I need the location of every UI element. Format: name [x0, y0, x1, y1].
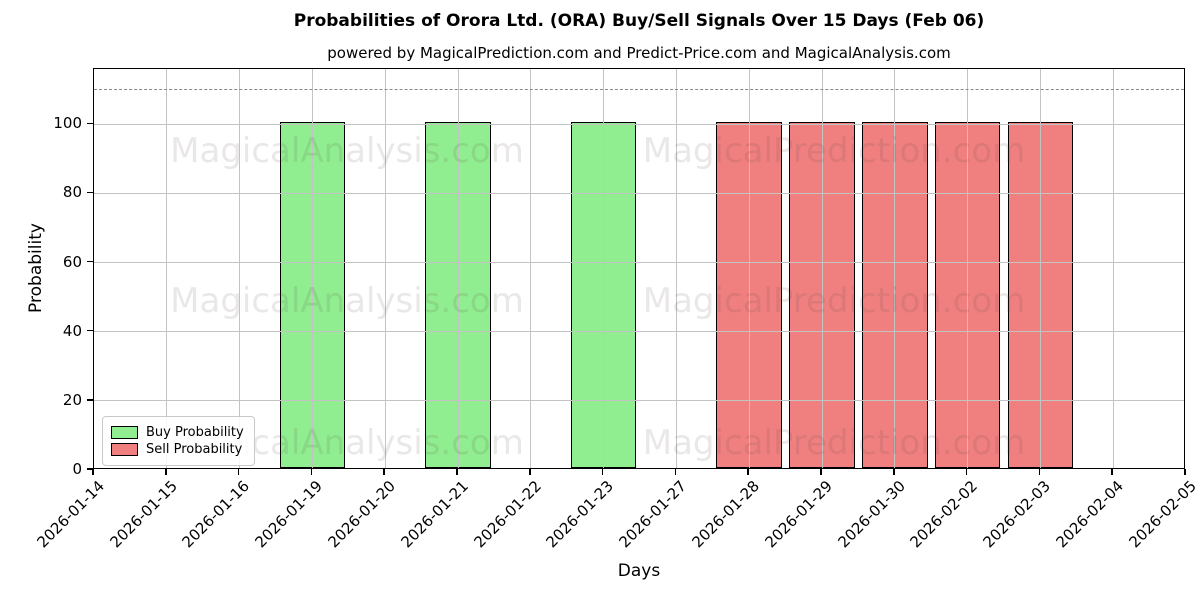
x-tick-label: 2026-01-21 [397, 477, 472, 552]
y-axis-tick [87, 329, 93, 332]
y-axis-tick [87, 122, 93, 125]
sell-swatch-icon [111, 443, 138, 456]
x-tick-label: 2026-01-28 [688, 477, 763, 552]
buy-swatch-icon [111, 426, 138, 439]
y-tick-label: 60 [62, 252, 82, 271]
plot-area: MagicalAnalysis.comMagicalPrediction.com… [93, 68, 1185, 469]
y-axis-label: Probability [26, 223, 46, 313]
gridline-v [166, 69, 168, 468]
x-axis-tick [529, 469, 531, 475]
legend-label-buy: Buy Probability [146, 425, 244, 440]
gridline-v [894, 69, 896, 468]
x-axis-tick [965, 469, 968, 475]
y-tick-label: 40 [62, 321, 82, 340]
gridline-v [457, 69, 459, 468]
gridline-v [748, 69, 750, 468]
gridline-h [94, 262, 1184, 264]
x-tick-label: 2026-01-14 [33, 477, 108, 552]
gridline-h [94, 331, 1184, 333]
y-axis-tick [87, 191, 93, 194]
x-axis-tick [820, 469, 822, 475]
gridline-v [239, 69, 241, 468]
x-tick-label: 2026-01-15 [106, 477, 181, 552]
legend-row-sell: Sell Probability [111, 442, 244, 457]
x-axis-tick [747, 469, 749, 475]
x-tick-label: 2026-02-05 [1125, 477, 1200, 552]
legend-row-buy: Buy Probability [111, 425, 244, 440]
x-axis-label: Days [617, 561, 661, 581]
x-tick-label: 2026-01-30 [834, 477, 909, 552]
gridline-v [530, 69, 532, 468]
x-axis-tick [601, 469, 604, 475]
x-tick-label: 2026-02-04 [1052, 477, 1127, 552]
x-axis-tick [456, 469, 458, 475]
gridline-v [603, 69, 605, 468]
gridline-v [384, 69, 386, 468]
x-tick-label: 2026-01-20 [324, 477, 399, 552]
y-tick-label: 100 [53, 114, 82, 133]
chart-title: Probabilities of Orora Ltd. (ORA) Buy/Se… [293, 11, 985, 31]
x-tick-label: 2026-01-19 [251, 477, 327, 552]
x-axis-tick [674, 469, 677, 475]
legend: Buy Probability Sell Probability [102, 416, 255, 466]
gridline-v [821, 69, 823, 468]
gridline-v [675, 69, 677, 468]
x-axis-tick [1038, 469, 1041, 475]
chart-subtitle: powered by MagicalPrediction.com and Pre… [327, 44, 951, 62]
gridline-v [967, 69, 969, 468]
gridline-v [311, 69, 313, 468]
x-tick-label: 2026-01-16 [178, 477, 254, 552]
x-tick-label: 2026-01-23 [542, 477, 618, 552]
y-tick-label: 20 [62, 390, 82, 409]
y-tick-label: 80 [62, 183, 82, 202]
x-axis-tick [92, 469, 94, 475]
y-tick-label: 0 [72, 460, 82, 478]
x-axis-tick [237, 469, 240, 475]
x-axis-tick [1111, 469, 1113, 475]
x-axis-tick [165, 469, 167, 475]
gridline-v [1039, 69, 1041, 468]
y-axis-tick [87, 260, 93, 263]
x-tick-label: 2026-01-22 [470, 477, 545, 552]
y-axis-tick [87, 399, 93, 401]
gridline-h [94, 400, 1184, 402]
x-tick-label: 2026-02-03 [979, 477, 1055, 552]
x-tick-label: 2026-01-27 [615, 477, 691, 552]
x-tick-label: 2026-01-29 [761, 477, 836, 552]
x-axis-tick [383, 469, 385, 475]
x-axis-tick [1184, 469, 1186, 475]
threshold-dashed-line [94, 88, 1184, 90]
gridline-v [1112, 69, 1114, 468]
gridline-h [94, 192, 1184, 194]
x-tick-label: 2026-02-02 [906, 477, 982, 552]
x-axis-tick [310, 469, 313, 475]
gridline-h [94, 123, 1184, 125]
x-axis-tick [893, 469, 895, 475]
legend-label-sell: Sell Probability [146, 442, 243, 457]
y-axis-tick [87, 468, 93, 470]
